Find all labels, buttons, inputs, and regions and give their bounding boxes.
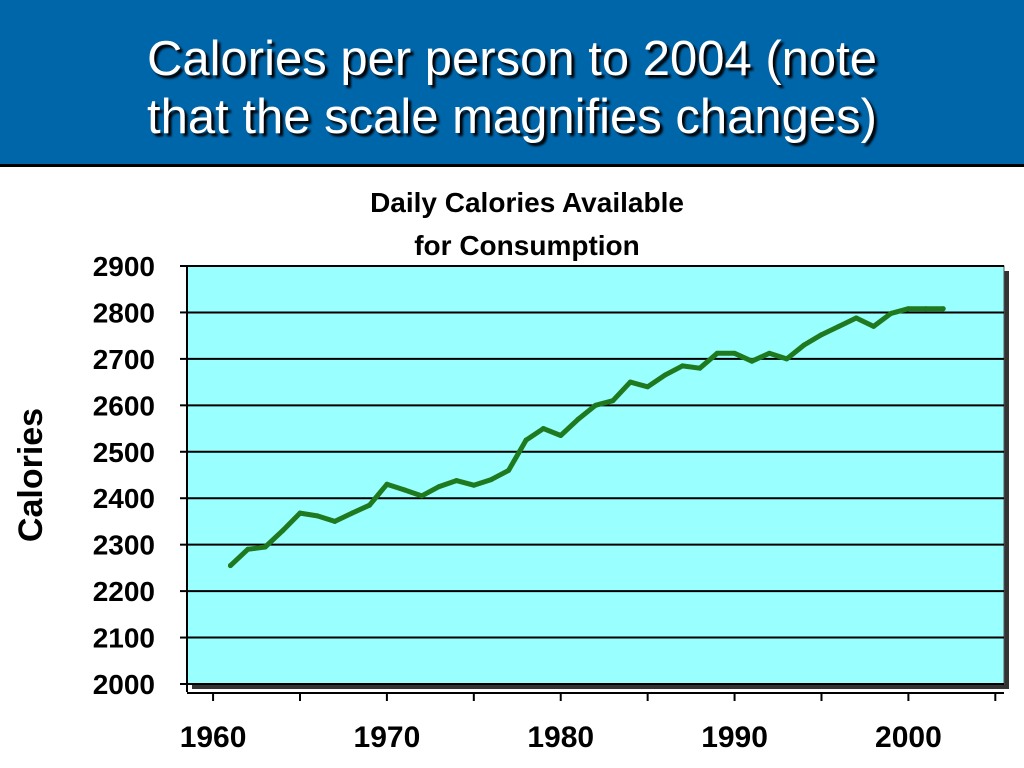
slide-title-line-2: that the scale magnifies changes) (147, 90, 877, 144)
data-point (645, 384, 651, 390)
data-point (818, 332, 824, 338)
y-tick-label: 2600 (93, 390, 155, 421)
data-point (419, 493, 425, 499)
data-point (610, 398, 616, 404)
data-point (280, 528, 286, 534)
data-point (784, 356, 790, 362)
title-bar: Calories per person to 2004 (note that t… (0, 0, 1024, 164)
data-point (905, 306, 911, 312)
y-tick-label: 2100 (93, 623, 155, 654)
slide-title-line-1: Calories per person to 2004 (note (147, 32, 877, 86)
y-tick-label: 2200 (93, 576, 155, 607)
data-point (332, 518, 338, 524)
data-point (749, 358, 755, 364)
data-point (367, 502, 373, 508)
y-tick-label: 2900 (93, 251, 155, 282)
data-point (627, 379, 633, 385)
data-point (488, 477, 494, 483)
data-point (436, 484, 442, 490)
data-point (593, 402, 598, 408)
data-point (714, 350, 720, 356)
data-point (871, 323, 877, 329)
data-point (262, 544, 268, 550)
x-tick-label: 1990 (701, 721, 768, 754)
data-point (679, 363, 685, 369)
data-point (471, 482, 477, 488)
data-point (923, 306, 929, 312)
x-tick-label: 1980 (527, 721, 594, 754)
x-tick-label: 1970 (354, 721, 421, 754)
calories-line-chart: Daily Calories Available for Consumption… (12, 187, 1009, 754)
y-tick-label: 2400 (93, 483, 155, 514)
y-axis-label: Calories (12, 408, 50, 542)
plot-background (186, 265, 1005, 685)
y-tick-label: 2300 (93, 530, 155, 561)
slide-title: Calories per person to 2004 (note that t… (0, 30, 1024, 146)
data-point (245, 546, 251, 552)
data-point (453, 478, 459, 484)
data-point (540, 426, 546, 432)
data-point (349, 510, 355, 516)
x-tick-label: 2000 (875, 721, 942, 754)
data-point (575, 416, 581, 422)
data-point (227, 563, 233, 569)
data-point (801, 342, 807, 348)
data-point (662, 372, 668, 378)
chart-title-line-2: for Consumption (414, 230, 640, 261)
chart-title-line-1: Daily Calories Available (370, 187, 684, 218)
data-point (766, 350, 772, 356)
data-point (523, 437, 529, 443)
y-tick-label: 2000 (93, 669, 155, 700)
data-point (297, 510, 303, 516)
series-line-calories (228, 306, 946, 569)
data-point (697, 365, 703, 371)
data-point (853, 315, 859, 321)
data-point (314, 513, 320, 519)
data-point (384, 481, 390, 487)
data-point (401, 487, 407, 493)
y-tick-label: 2800 (93, 297, 155, 328)
y-tick-label: 2700 (93, 344, 155, 375)
data-point (558, 433, 564, 439)
data-point (506, 467, 512, 473)
data-point (888, 310, 894, 316)
x-tick-label: 1960 (180, 721, 247, 754)
data-point (732, 350, 738, 356)
data-point (940, 306, 946, 312)
plot-area: 2000 2100 2200 2300 2400 2500 2600 2700 2800 2900… (93, 251, 1009, 754)
data-point (836, 323, 842, 329)
y-tick-label: 2500 (93, 437, 155, 468)
